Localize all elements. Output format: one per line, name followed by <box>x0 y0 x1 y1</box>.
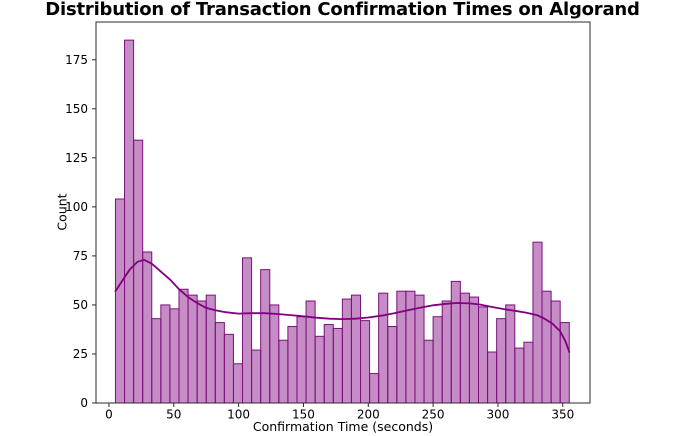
histogram-bar <box>260 269 271 404</box>
x-tick-label: 150 <box>292 408 315 422</box>
y-axis-label: Count <box>54 193 70 231</box>
histogram-bar <box>214 322 225 404</box>
histogram-bar <box>487 351 498 404</box>
axes-box <box>95 21 591 404</box>
histogram-bar <box>423 339 434 404</box>
histogram-bar <box>441 300 452 404</box>
histogram-bar <box>169 308 180 404</box>
y-tick-label: 100 <box>65 200 88 214</box>
y-tick-label: 25 <box>73 347 88 361</box>
histogram-bar <box>405 290 416 404</box>
histogram-bar <box>341 298 352 404</box>
x-tick-label: 350 <box>551 408 574 422</box>
histogram-bar <box>387 326 398 404</box>
y-tick-label: 0 <box>80 396 88 410</box>
histogram-bar <box>432 316 443 404</box>
histogram-bar <box>142 251 153 404</box>
histogram-bar <box>114 198 126 404</box>
y-tick-label: 50 <box>73 298 88 312</box>
histogram-bar <box>396 290 407 404</box>
histogram-bar <box>450 280 461 404</box>
x-tick-label: 0 <box>105 408 113 422</box>
histogram-bar <box>160 304 171 404</box>
histogram-bar <box>196 300 207 404</box>
histogram-bar <box>541 290 552 404</box>
histogram-bar <box>532 241 543 404</box>
chart-title: Distribution of Transaction Confirmation… <box>45 0 640 20</box>
y-tick-label: 75 <box>73 249 88 263</box>
histogram-bar <box>205 294 216 404</box>
histogram-bar <box>414 294 425 404</box>
histogram-bar <box>296 316 307 404</box>
x-tick-label: 50 <box>166 408 181 422</box>
histogram-bar <box>251 349 262 404</box>
y-tick-label: 175 <box>65 53 88 67</box>
histogram-bar <box>550 300 561 404</box>
histogram-bar <box>350 294 362 404</box>
histogram-bar <box>360 320 371 404</box>
histogram-bar <box>242 257 253 404</box>
histogram-bar <box>178 288 189 404</box>
histogram-bar <box>496 318 507 404</box>
histogram-bar <box>369 373 380 404</box>
x-tick-label: 300 <box>486 408 509 422</box>
histogram-bar <box>378 292 389 404</box>
histogram-bar <box>133 139 144 404</box>
histogram-bar <box>223 333 234 404</box>
y-tick-label: 150 <box>65 102 88 116</box>
x-axis-label: Confirmation Time (seconds) <box>252 419 434 434</box>
histogram-bar <box>477 306 489 404</box>
histogram-bar <box>323 324 334 404</box>
histogram-bar <box>332 327 343 404</box>
kde-curve <box>114 258 571 353</box>
histogram-bar <box>523 341 534 404</box>
histogram-bar <box>151 318 162 404</box>
x-tick-label: 250 <box>422 408 445 422</box>
histogram-bar <box>468 296 480 404</box>
histogram-bar <box>314 335 325 404</box>
histogram-bar <box>187 294 198 404</box>
histogram-bar <box>269 304 280 404</box>
x-tick-label: 200 <box>357 408 380 422</box>
y-tick-label: 125 <box>65 151 88 165</box>
histogram-bars <box>114 39 570 404</box>
histogram-bar <box>459 292 470 404</box>
histogram-bar <box>124 39 135 404</box>
histogram-bar <box>278 339 289 404</box>
x-tick-label: 100 <box>227 408 250 422</box>
histogram-bar <box>514 347 525 404</box>
histogram-bar <box>287 326 298 404</box>
histogram-bar <box>505 304 516 404</box>
histogram-bar <box>232 363 244 404</box>
